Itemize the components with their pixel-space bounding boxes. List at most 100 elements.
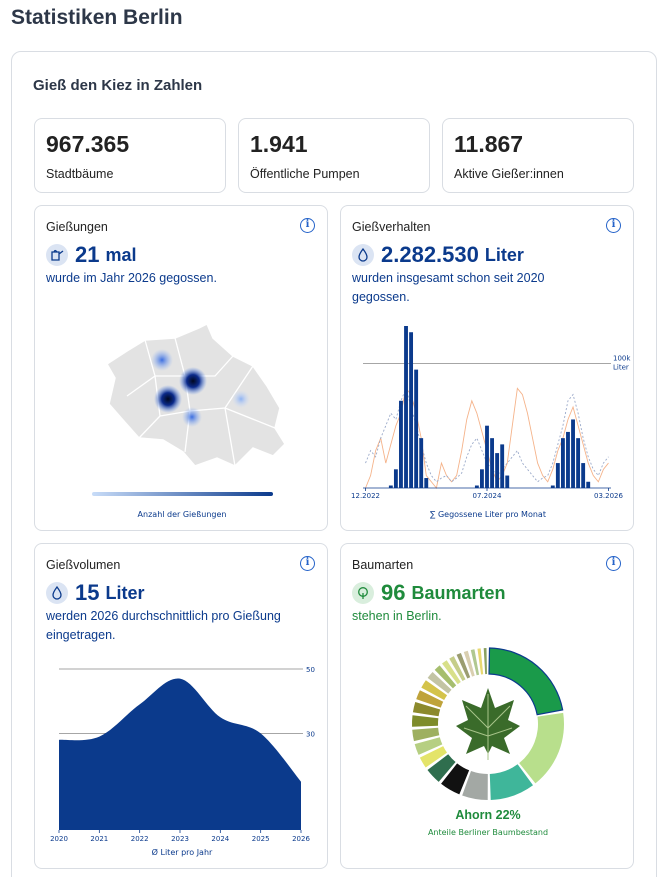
berlin-map-shape: [105, 322, 286, 467]
donut-segment: [463, 650, 475, 677]
bar: [419, 438, 424, 488]
reference-label: 100k: [613, 354, 631, 362]
total-liters: 2.282.530: [381, 242, 479, 267]
bar: [424, 478, 429, 488]
berlin-heatmap: [92, 322, 286, 496]
card-title: Gießverhalten: [352, 220, 431, 234]
chart-caption: Ø Liter pro Jahr: [151, 848, 213, 857]
x-tick-label: 2024: [211, 835, 229, 843]
card-subtitle: wurden insgesamt schon seit 2020 gegosse…: [352, 271, 545, 304]
page-title: Statistiken Berlin: [11, 6, 183, 29]
card-giessverhalten: Gießverhalten i 2.282.530 Liter wurden i…: [340, 205, 634, 531]
bar: [485, 425, 489, 488]
stat-card-trees: 967.365 Stadtbäume: [34, 118, 226, 193]
donut-segment: [462, 771, 488, 800]
x-tick-label: 2021: [90, 835, 108, 843]
volume-area: [59, 678, 301, 830]
bar: [550, 485, 555, 488]
panel-title: Gieß den Kiez in Zahlen: [33, 77, 203, 94]
donut-segment: [442, 660, 461, 685]
donut-segment: [470, 649, 480, 676]
avg-liters-unit: Liter: [105, 582, 145, 603]
x-tick-label: 2022: [131, 835, 149, 843]
donut-segment: [421, 680, 448, 701]
info-icon[interactable]: i: [606, 556, 621, 571]
reference-label-unit: Liter: [613, 363, 629, 371]
donut-segment: [419, 746, 448, 768]
y-tick-label: 50: [306, 666, 315, 674]
heatmap-legend-bar: [92, 492, 273, 496]
card-baumarten: Baumarten i 96 Baumarten stehen in Berli…: [340, 543, 634, 869]
tree-icon: [352, 582, 374, 604]
bar: [571, 419, 575, 488]
info-icon[interactable]: i: [300, 556, 315, 571]
bar: [409, 332, 414, 488]
donut-segment: [412, 727, 440, 742]
stats-panel: Gieß den Kiez in Zahlen 967.365 Stadtbäu…: [11, 51, 657, 877]
stat-value: 967.365: [46, 131, 130, 157]
card-title: Baumarten: [352, 558, 414, 572]
species-highlight: Ahorn 22%: [455, 808, 521, 822]
water-drop-icon: [46, 582, 68, 604]
bar: [576, 438, 581, 488]
bar: [393, 469, 398, 488]
donut-segment: [477, 648, 484, 675]
chart-caption: Anteile Berliner Baumbestand: [427, 828, 549, 837]
donut-segment: [488, 647, 564, 716]
maple-leaf-icon: [456, 688, 520, 760]
card-title: Gießvolumen: [46, 558, 121, 572]
donut-segment: [412, 715, 439, 727]
stat-card-users: 11.867 Aktive Gießer:innen: [442, 118, 634, 193]
card-title: Gießungen: [46, 220, 108, 234]
bar: [560, 438, 565, 488]
bar: [404, 326, 408, 488]
x-tick-label: 07.2024: [473, 492, 502, 500]
species-unit: Baumarten: [411, 582, 506, 603]
watering-unit: mal: [105, 244, 137, 265]
stat-card-pumps: 1.941 Öffentliche Pumpen: [238, 118, 430, 193]
stat-value: 11.867: [454, 131, 524, 157]
total-liters-unit: Liter: [484, 244, 524, 265]
stat-value: 1.941: [250, 131, 308, 157]
card-subtitle: wurde im Jahr 2026 gegossen.: [46, 271, 217, 285]
water-drop-icon: [352, 244, 374, 266]
donut-segment: [416, 690, 444, 708]
x-tick-label: 2020: [50, 835, 68, 843]
card-subtitle: werden 2026 durchschnittlich pro Gießung…: [46, 609, 281, 642]
bar: [388, 485, 393, 488]
bar: [399, 400, 403, 488]
donut-segment: [427, 754, 456, 782]
heatmap-legend-label: Anzahl der Gießungen: [137, 510, 227, 519]
x-tick-label: 2025: [252, 835, 270, 843]
yearly-volume-chart: 30 50 2020 2021 2022 2023 2024 2025 2026: [50, 666, 315, 843]
info-icon[interactable]: i: [606, 218, 621, 233]
stat-label: Aktive Gießer:innen: [454, 167, 564, 181]
donut-segment: [412, 701, 441, 717]
species-count: 96: [381, 580, 406, 605]
bar: [505, 475, 510, 488]
donut-segment: [519, 712, 564, 784]
donut-segment: [434, 665, 457, 689]
card-giessvolumen: Gießvolumen i 15 Liter werden 2026 durch…: [34, 543, 328, 869]
info-icon[interactable]: i: [300, 218, 315, 233]
bar: [495, 453, 500, 488]
y-tick-label: 30: [306, 730, 315, 738]
x-tick-label: 2023: [171, 835, 189, 843]
donut-segment: [449, 656, 466, 681]
donut-segment: [483, 648, 488, 675]
species-donut-chart: [412, 647, 564, 800]
x-tick-label: 03.2026: [594, 492, 623, 500]
x-tick-label: 2026: [292, 835, 310, 843]
bar: [500, 444, 505, 488]
donut-segment: [414, 737, 443, 755]
watering-can-icon: [46, 244, 68, 266]
bar: [581, 463, 586, 488]
donut-segment: [456, 652, 471, 679]
donut-segment: [489, 764, 534, 800]
avg-liters: 15: [75, 580, 100, 605]
bar: [474, 485, 479, 488]
x-tick-label: 12.2022: [351, 492, 380, 500]
chart-caption: ∑ Gegossene Liter pro Monat: [430, 510, 546, 519]
bar: [586, 481, 591, 488]
